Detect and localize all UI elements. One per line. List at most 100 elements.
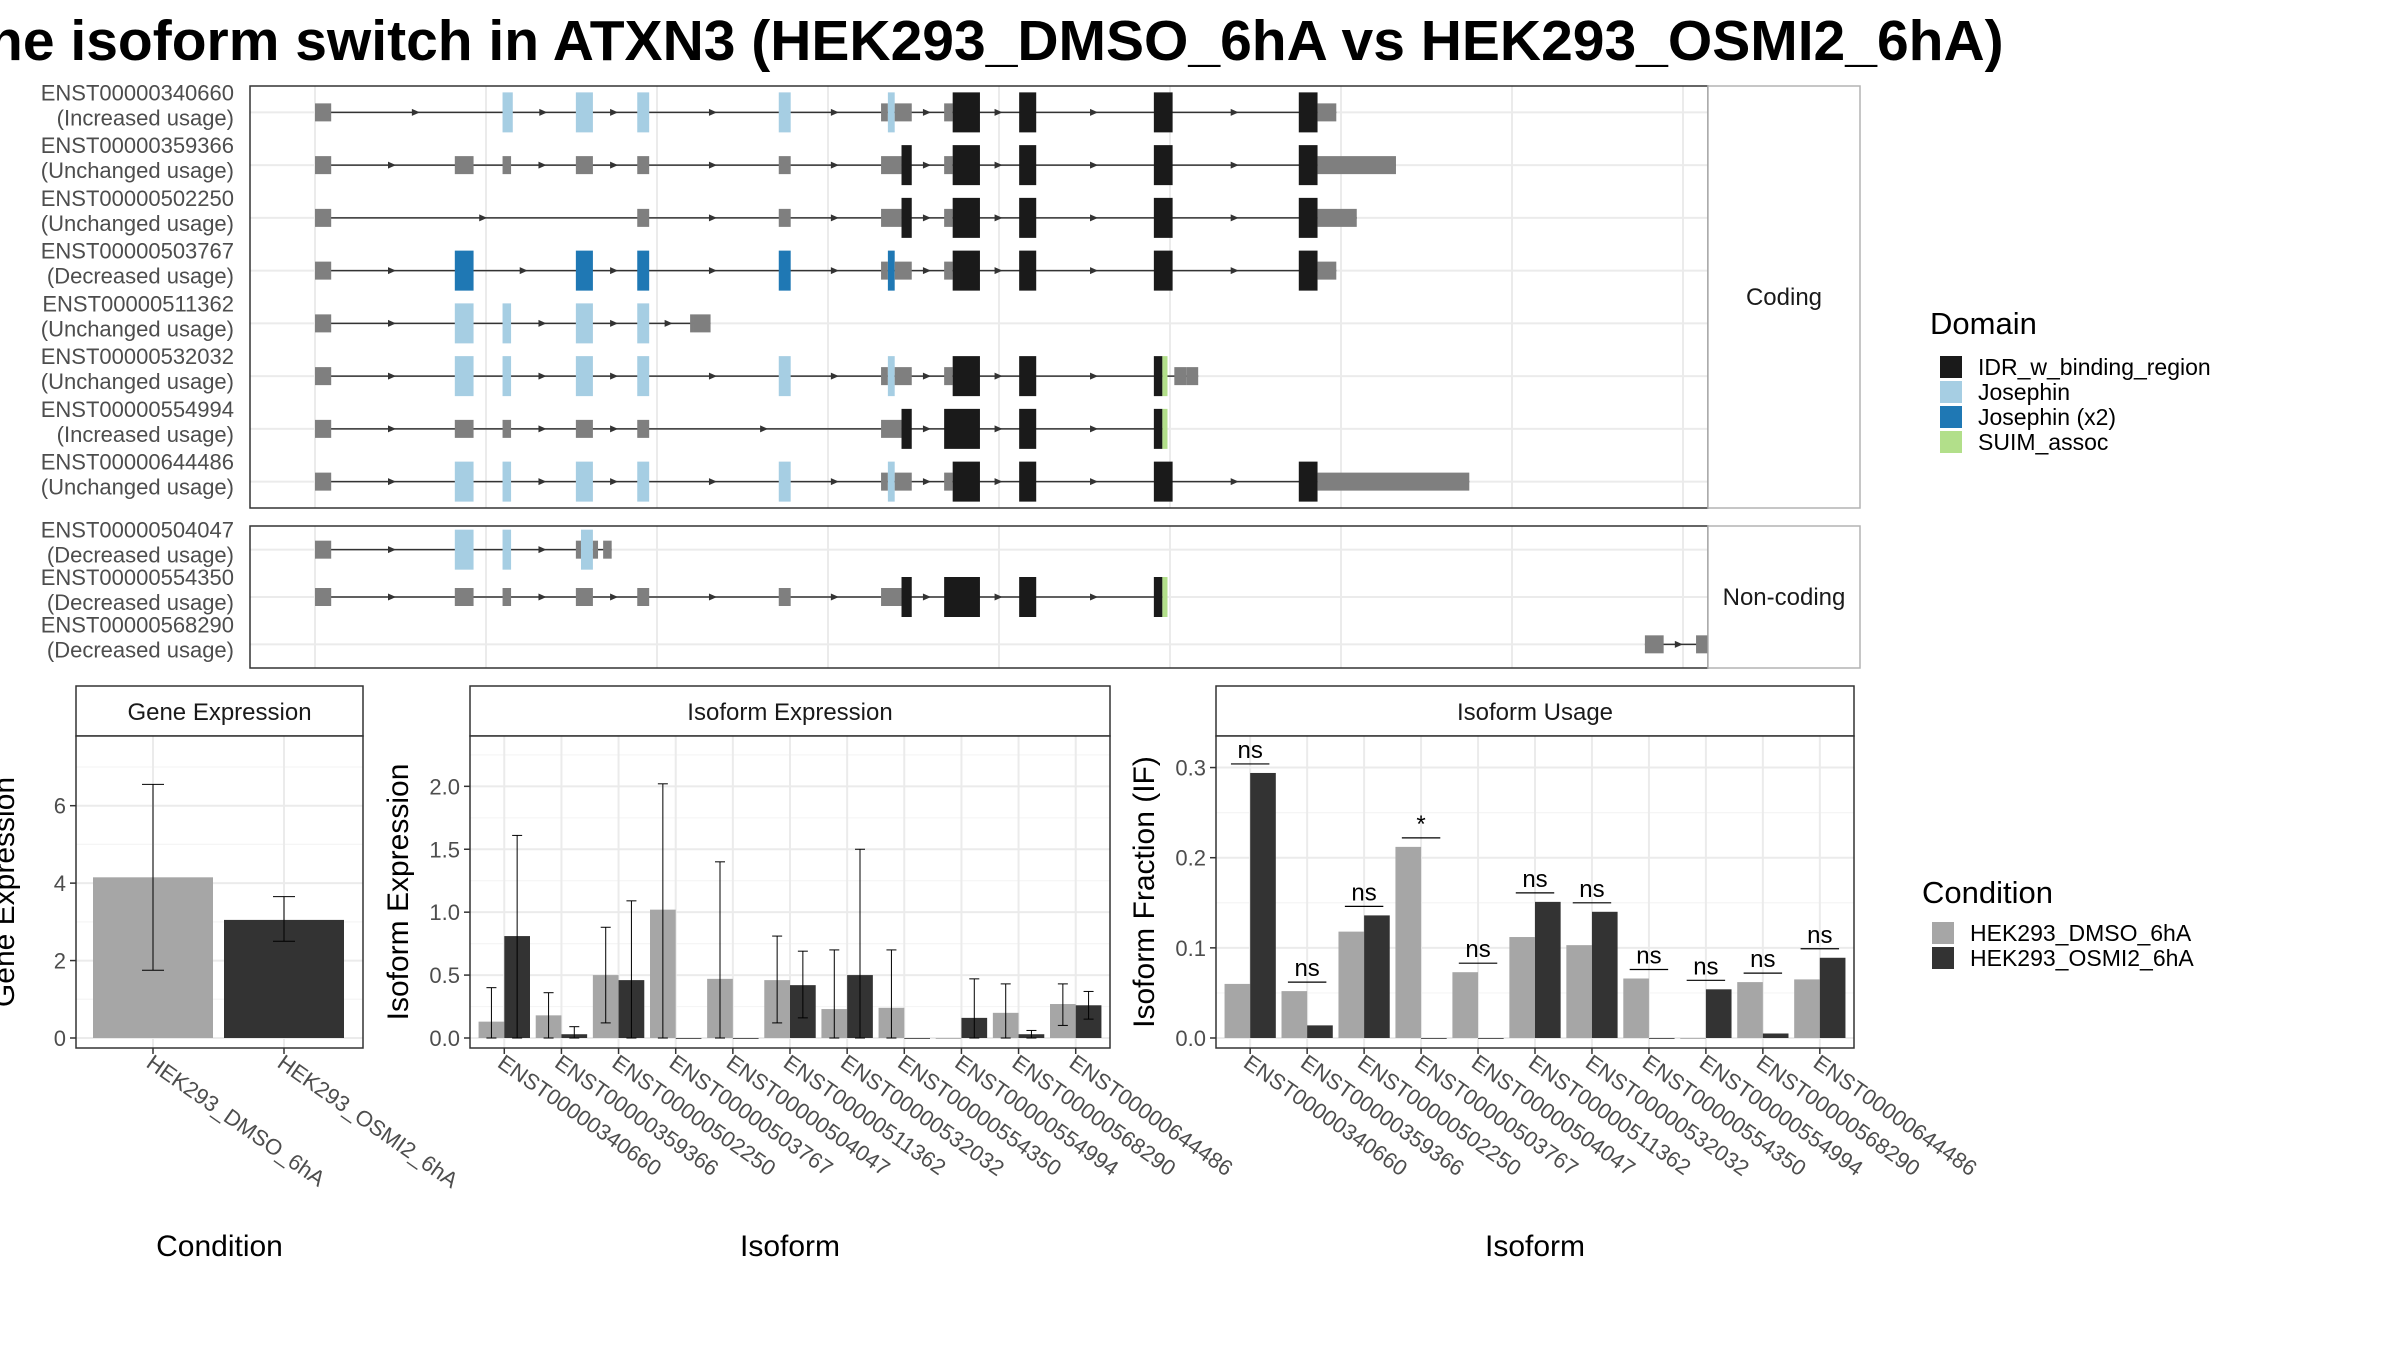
exon-utr: [881, 208, 902, 227]
exon-josephin: [575, 303, 593, 344]
exon-utr: [693, 314, 711, 333]
transcript-id: ENST00000504047: [41, 518, 234, 543]
bar: [1680, 1038, 1706, 1039]
y-tick-label: 2: [54, 949, 66, 974]
exon-idr-w-binding-region: [1153, 145, 1173, 186]
exon-idr-w-binding-region: [952, 461, 980, 502]
bar: [1281, 991, 1308, 1038]
direction-arrow: [388, 478, 397, 486]
significance-label: ns: [1579, 876, 1604, 903]
panel-border: [75, 735, 364, 1049]
exon-utr: [315, 314, 332, 333]
transcript-usage: (Increased usage): [57, 422, 234, 447]
exon-utr: [315, 261, 332, 280]
exon-utr: [894, 472, 912, 491]
exon-josephin-x2-: [637, 250, 650, 291]
transcript-id: ENST00000644486: [41, 450, 234, 475]
isoform-expression-panel: Isoform Expression 0.0 0.5 1.0 1.5 2.0 Isoform…: [382, 685, 1237, 1263]
exon-utr: [881, 261, 888, 280]
exon-utr: [502, 419, 512, 438]
transcript-usage: (Decreased usage): [47, 543, 234, 568]
bar: [675, 1038, 702, 1039]
bar: [1421, 1038, 1447, 1039]
exon-josephin: [454, 356, 474, 397]
bar: [1591, 911, 1618, 1038]
domain-legend: Domain IDR_w_binding_regionJosephinJosep…: [1930, 306, 2211, 455]
direction-arrow: [1090, 161, 1099, 169]
domain-legend-key: [1940, 406, 1962, 428]
direction-arrow: [1090, 214, 1099, 222]
y-tick-label: 0.5: [429, 963, 460, 988]
exon-idr-w-binding-region: [901, 145, 912, 186]
direction-arrow: [1230, 267, 1239, 275]
structure-noncoding-panel: ENST00000504047(Decreased usage)ENST0000…: [41, 518, 1861, 669]
exon-suim-assoc: [1162, 577, 1168, 617]
direction-arrow: [479, 214, 488, 222]
exon-josephin: [575, 461, 593, 502]
condition-legend-label: HEK293_DMSO_6hA: [1970, 920, 2192, 946]
exon-josephin: [778, 356, 791, 397]
exon-josephin: [580, 529, 593, 570]
bar: [1794, 979, 1820, 1038]
exon-utr: [637, 208, 650, 227]
direction-arrow: [922, 478, 931, 486]
bar: [732, 1038, 759, 1039]
exon-utr: [944, 103, 953, 122]
y-axis-title: Isoform Fraction (IF): [1128, 756, 1161, 1028]
direction-arrow: [830, 372, 839, 380]
y-tick-label: 0.2: [1175, 846, 1206, 871]
exon-utr: [454, 419, 474, 438]
direction-arrow: [538, 425, 547, 433]
facet-label-noncoding: Non-coding: [1723, 584, 1846, 611]
direction-arrow: [538, 372, 547, 380]
direction-arrow: [922, 108, 931, 116]
direction-arrow: [708, 372, 717, 380]
direction-arrow: [922, 425, 931, 433]
exon-utr: [944, 367, 953, 386]
y-tick-label: 6: [54, 794, 66, 819]
transcript-usage: (Decreased usage): [47, 637, 234, 662]
exon-idr-w-binding-region: [1298, 461, 1318, 502]
x-axis-title: Isoform: [1485, 1230, 1585, 1263]
exon-utr: [944, 472, 953, 491]
transcript-usage: (Decreased usage): [47, 590, 234, 615]
transcript-usage: (Unchanged usage): [41, 158, 234, 183]
domain-legend-label: IDR_w_binding_region: [1978, 354, 2211, 380]
direction-arrow: [708, 108, 717, 116]
exon-idr-w-binding-region: [1153, 461, 1173, 502]
facet-strip: [469, 685, 1111, 737]
direction-arrow: [610, 425, 619, 433]
exon-idr-w-binding-region: [1298, 250, 1318, 291]
domain-legend-label: Josephin (x2): [1978, 404, 2116, 430]
y-axis-title: Isoform Expression: [382, 764, 415, 1021]
transcript-id: ENST00000554350: [41, 565, 234, 590]
exon-josephin-x2-: [887, 250, 895, 291]
bar: [1307, 1025, 1333, 1038]
exon-idr-w-binding-region: [901, 197, 912, 238]
exon-utr: [881, 156, 902, 175]
direction-arrow: [538, 319, 547, 327]
direction-arrow: [708, 214, 717, 222]
structure-coding-panel: ENST00000340660(Increased usage)ENST0000…: [41, 80, 1861, 509]
exon-utr: [315, 419, 332, 438]
exon-josephin: [454, 529, 474, 570]
y-tick-label: 4: [54, 871, 66, 896]
exon-utr: [575, 419, 593, 438]
direction-arrow: [708, 593, 717, 601]
transcript-id: ENST00000568290: [41, 612, 234, 637]
bar: [1705, 989, 1732, 1038]
exon-idr-w-binding-region: [952, 197, 980, 238]
condition-legend-title: Condition: [1922, 875, 2053, 910]
direction-arrow: [994, 478, 1003, 486]
exon-utr: [894, 103, 912, 122]
direction-arrow: [708, 478, 717, 486]
transcript-id: ENST00000502250: [41, 186, 234, 211]
direction-arrow: [388, 161, 397, 169]
transcript-usage: (Unchanged usage): [41, 475, 234, 500]
domain-legend-key: [1940, 356, 1962, 378]
direction-arrow: [1090, 108, 1099, 116]
direction-arrow: [388, 425, 397, 433]
direction-arrow: [708, 161, 717, 169]
direction-arrow: [830, 214, 839, 222]
exon-idr-w-binding-region: [901, 577, 912, 617]
